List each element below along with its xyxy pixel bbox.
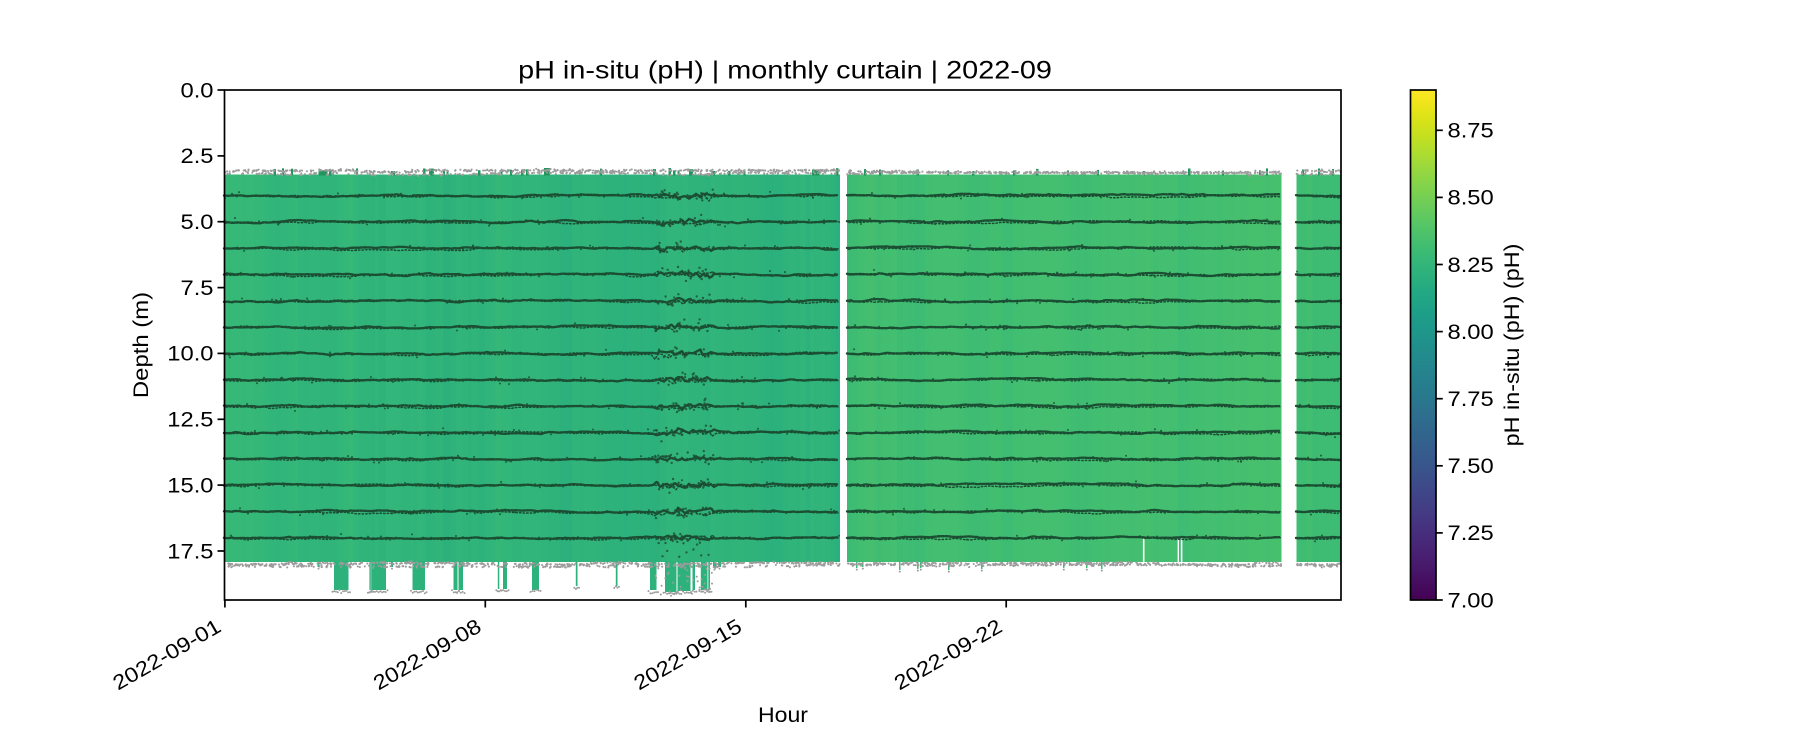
svg-text:7.25: 7.25	[1448, 522, 1494, 545]
svg-text:12.5: 12.5	[167, 409, 213, 432]
svg-text:8.50: 8.50	[1448, 187, 1494, 210]
svg-text:Depth (m): Depth (m)	[130, 292, 153, 398]
svg-text:8.25: 8.25	[1448, 254, 1494, 277]
svg-text:17.5: 17.5	[167, 540, 213, 563]
svg-text:Hour: Hour	[758, 704, 808, 727]
svg-text:7.75: 7.75	[1448, 388, 1494, 411]
svg-text:8.75: 8.75	[1448, 120, 1494, 143]
svg-text:10.0: 10.0	[167, 343, 213, 366]
svg-text:15.0: 15.0	[167, 474, 213, 497]
svg-text:5.0: 5.0	[181, 211, 214, 234]
svg-text:7.5: 7.5	[181, 277, 214, 300]
svg-text:8.00: 8.00	[1448, 321, 1494, 344]
svg-text:7.50: 7.50	[1448, 455, 1494, 478]
svg-text:7.00: 7.00	[1448, 589, 1494, 612]
svg-text:0.0: 0.0	[181, 79, 214, 102]
svg-text:pH in-situ (pH) | monthly curt: pH in-situ (pH) | monthly curtain | 2022…	[518, 57, 1052, 85]
svg-text:2.5: 2.5	[181, 145, 214, 168]
svg-text:pH in-situ (pH) (pH): pH in-situ (pH) (pH)	[1501, 244, 1524, 447]
